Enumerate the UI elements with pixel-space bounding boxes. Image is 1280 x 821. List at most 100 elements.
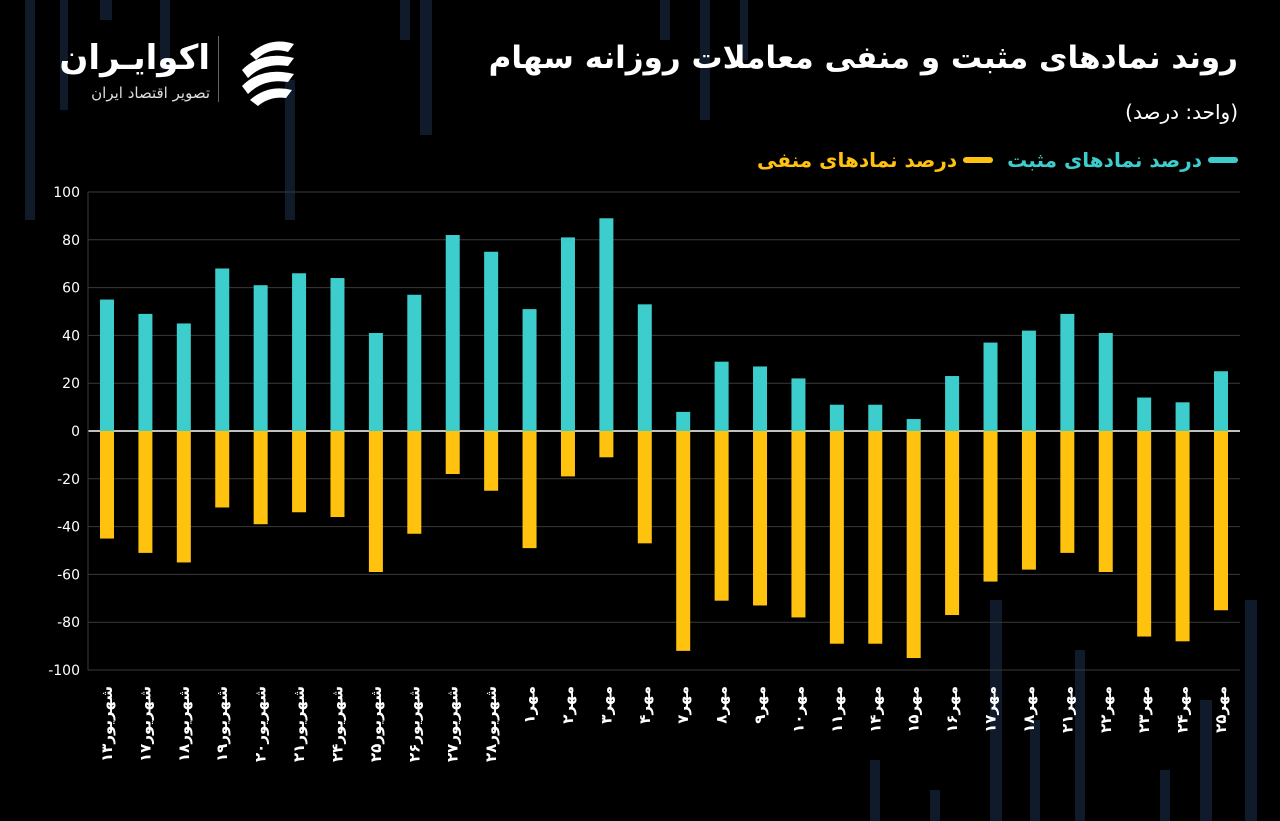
- bar-positive: [637, 304, 652, 431]
- bar-positive: [1060, 313, 1075, 431]
- x-tick-label: مهر۲: [559, 686, 577, 724]
- x-tick-label: مهر۱۶: [943, 686, 961, 733]
- logo-mark-icon: [242, 41, 294, 106]
- x-tick-label: مهر۴: [636, 686, 654, 724]
- bar-positive: [522, 309, 537, 431]
- bar-positive: [176, 323, 191, 431]
- bar-positive: [368, 333, 383, 431]
- bar-negative: [599, 431, 614, 458]
- x-tick-label: شهریور۲۰: [252, 686, 270, 762]
- bar-positive: [1137, 397, 1152, 431]
- x-tick-label: مهر۲۳: [1135, 686, 1153, 733]
- bar-negative: [484, 431, 499, 491]
- y-tick-label: -60: [57, 567, 80, 583]
- bar-negative: [138, 431, 153, 553]
- bar-negative: [1175, 431, 1190, 642]
- x-tick-label: مهر۲۱: [1058, 686, 1076, 733]
- bar-negative: [1137, 431, 1152, 637]
- x-tick-label: مهر۸: [713, 686, 731, 724]
- bar-negative: [868, 431, 883, 644]
- bar-negative: [445, 431, 460, 475]
- x-tick-label: شهریور۲۱: [290, 686, 308, 762]
- x-tick-label: مهر۷: [674, 686, 692, 724]
- chart-legend: درصد نمادهای مثبت درصد نمادهای منفی: [757, 148, 1238, 172]
- y-tick-label: 20: [62, 376, 80, 392]
- bar-negative: [714, 431, 729, 601]
- bar-positive: [1098, 333, 1113, 431]
- bar-positive: [253, 285, 268, 431]
- chart-unit: (واحد: درصد): [1125, 100, 1238, 124]
- bar-negative: [522, 431, 537, 549]
- bar-positive: [407, 294, 422, 431]
- y-tick-label: 0: [71, 424, 80, 440]
- bar-positive: [100, 299, 114, 431]
- bar-positive: [560, 237, 575, 431]
- y-tick-label: 100: [53, 185, 80, 201]
- x-tick-label: مهر۱۵: [905, 686, 923, 733]
- legend-swatch-negative: [963, 157, 994, 163]
- y-tick-label: -80: [57, 615, 80, 631]
- bar-negative: [560, 431, 575, 477]
- y-tick-label: -20: [57, 472, 80, 488]
- bar-negative: [1060, 431, 1075, 553]
- brand-logo: اکوایـران تصویر اقتصاد ایران: [50, 32, 320, 112]
- logo-name: اکوایـران: [59, 38, 210, 78]
- x-tick-label: مهر۱: [521, 686, 539, 724]
- bar-positive: [292, 273, 307, 431]
- bar-negative: [945, 431, 960, 616]
- bar-negative: [753, 431, 768, 606]
- bar-positive: [484, 251, 499, 431]
- y-tick-label: -100: [48, 663, 80, 679]
- logo-separator: [218, 36, 219, 102]
- x-tick-label: شهریور۱۷: [136, 686, 154, 762]
- legend-label-negative: درصد نمادهای منفی: [756, 148, 958, 172]
- bar-positive: [753, 366, 768, 431]
- x-tick-label: مهر۱۷: [982, 686, 1000, 733]
- bar-negative: [407, 431, 422, 534]
- x-tick-label: شهریور۲۷: [444, 686, 462, 762]
- bar-positive: [906, 419, 921, 431]
- bar-negative: [906, 431, 921, 659]
- bar-negative: [330, 431, 345, 518]
- logo-tagline: تصویر اقتصاد ایران: [91, 84, 210, 102]
- x-tick-label: مهر۱۴: [866, 686, 884, 733]
- bar-negative: [215, 431, 230, 508]
- bar-positive: [676, 411, 691, 431]
- bar-negative: [1098, 431, 1113, 573]
- bar-negative: [368, 431, 383, 573]
- y-tick-label: 60: [62, 281, 80, 297]
- bar-negative: [637, 431, 652, 544]
- bar-negative: [791, 431, 806, 618]
- bar-positive: [138, 313, 153, 431]
- bar-negative: [176, 431, 191, 563]
- x-tick-label: شهریور۱۸: [175, 686, 193, 762]
- x-tick-label: شهریور۲۴: [328, 686, 346, 762]
- bar-positive: [1021, 330, 1036, 431]
- chart-title: روند نمادهای مثبت و منفی معاملات روزانه …: [488, 40, 1238, 76]
- x-tick-label: شهریور۱۹: [213, 686, 231, 762]
- bar-positive: [868, 404, 883, 431]
- bar-positive: [215, 268, 230, 431]
- legend-label-positive: درصد نمادهای مثبت: [1007, 148, 1202, 172]
- legend-item-positive: درصد نمادهای مثبت: [1007, 148, 1238, 172]
- bar-positive: [1175, 402, 1190, 431]
- x-tick-label: مهر۹: [751, 686, 769, 724]
- bar-negative: [983, 431, 998, 582]
- x-tick-label: مهر۲۲: [1097, 686, 1115, 733]
- x-tick-label: شهریور۱۳: [98, 686, 116, 762]
- y-tick-label: -40: [57, 520, 80, 536]
- y-tick-label: 80: [62, 233, 80, 249]
- x-tick-label: مهر۲۵: [1212, 686, 1230, 733]
- legend-item-negative: درصد نمادهای منفی: [756, 148, 994, 172]
- y-tick-label: 40: [62, 328, 80, 344]
- bar-negative: [1021, 431, 1036, 570]
- bar-positive: [599, 218, 614, 431]
- legend-swatch-positive: [1208, 157, 1238, 163]
- bar-positive: [829, 404, 844, 431]
- bar-negative: [1214, 431, 1228, 611]
- bar-positive: [945, 376, 960, 431]
- bar-negative: [292, 431, 307, 513]
- x-tick-label: مهر۳: [597, 686, 615, 724]
- x-tick-label: شهریور۲۸: [482, 686, 500, 762]
